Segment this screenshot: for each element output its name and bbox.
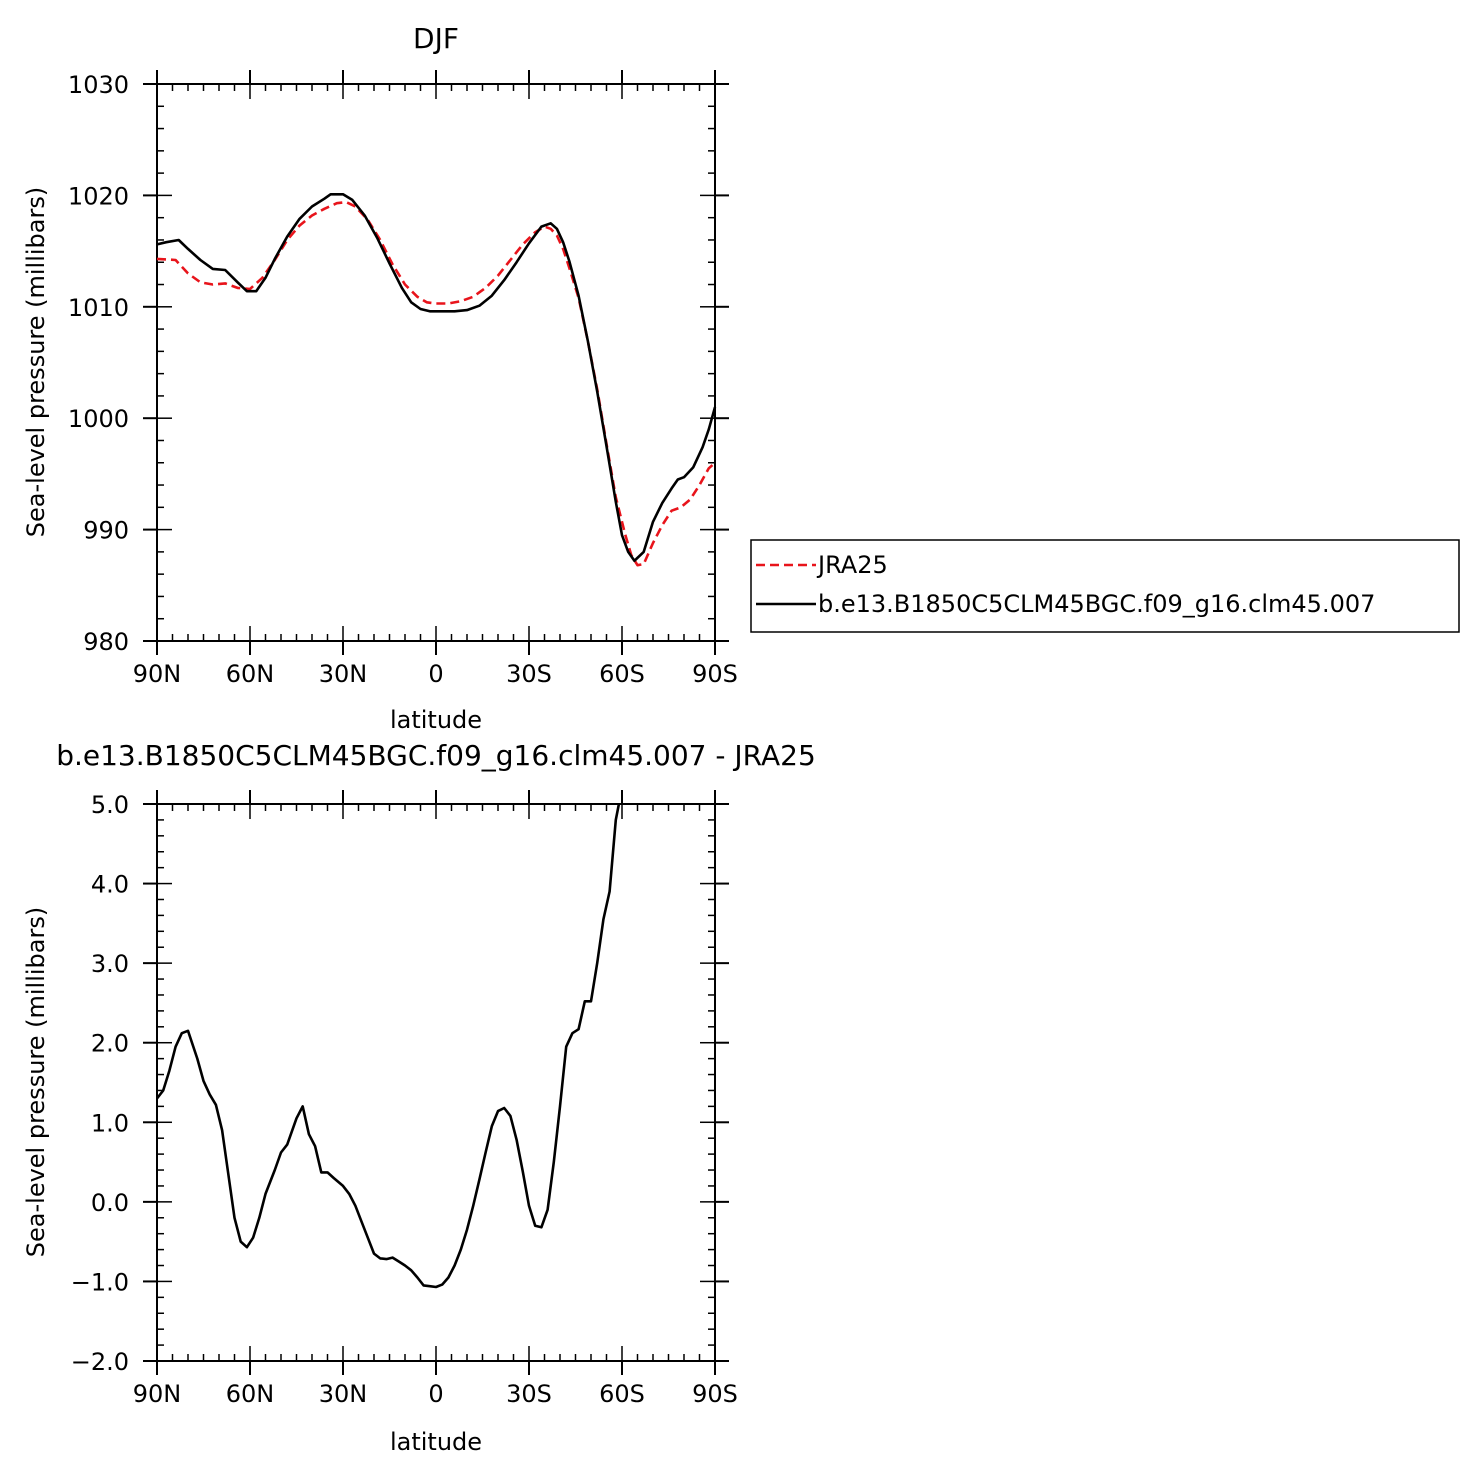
bottom-plot-area: 90N 60N 30N 0 30S 60S 90S −2.0 −1.0 0.0 1.0 2.0 3.0 4… xyxy=(71,790,738,1408)
bottom-chart-title: b.e13.B1850C5CLM45BGC.f09_g16.clm45.007 … xyxy=(56,739,816,772)
bottom-y-tick-label: 0.0 xyxy=(91,1189,129,1217)
bottom-x-tick-label: 30S xyxy=(506,1380,552,1408)
bottom-y-tick-label: 1.0 xyxy=(91,1109,129,1137)
bottom-x-tick-label: 90N xyxy=(133,1380,182,1408)
bottom-series-line-0 xyxy=(155,803,621,1289)
bottom-y-tick-label: 3.0 xyxy=(91,950,129,978)
bottom-x-tick-label: 0 xyxy=(428,1380,443,1408)
top-y-axis-title: Sea-level pressure (millibars) xyxy=(22,187,50,537)
top-x-axis-title: latitude xyxy=(390,706,482,734)
bottom-x-axis-title: latitude xyxy=(390,1428,482,1456)
bottom-y-tick-label: 5.0 xyxy=(91,791,129,819)
legend-label-jra25: JRA25 xyxy=(816,551,888,579)
top-y-tick-label: 1010 xyxy=(68,294,129,322)
top-x-tick-label: 0 xyxy=(428,660,443,688)
bottom-y-tick-label: −1.0 xyxy=(71,1268,129,1296)
top-x-tick-label: 30S xyxy=(506,660,552,688)
bottom-plot-border xyxy=(156,803,716,1362)
bottom-x-tick-label: 60S xyxy=(599,1380,645,1408)
bottom-y-axis-title: Sea-level pressure (millibars) xyxy=(22,907,50,1257)
legend-box xyxy=(750,539,1460,633)
top-x-tick-label: 90N xyxy=(133,660,182,688)
top-x-tick-label: 60S xyxy=(599,660,645,688)
top-y-tick-label: 980 xyxy=(83,628,129,656)
top-chart: DJF 90N 60N 30N 0 30S 60S 90S 980 990 1000 1010 102… xyxy=(22,22,738,734)
top-plot-area: 90N 60N 30N 0 30S 60S 90S 980 990 1000 1010 1020 103… xyxy=(68,70,738,688)
bottom-y-tick-label: −2.0 xyxy=(71,1348,129,1376)
top-series-b-e13-b1850c5clm45bgc-f09-g16-clm45-007 xyxy=(156,193,717,563)
legend: JRA25 b.e13.B1850C5CLM45BGC.f09_g16.clm4… xyxy=(750,539,1460,633)
top-y-tick-label: 990 xyxy=(83,517,129,545)
top-y-tick-label: 1020 xyxy=(68,182,129,210)
bottom-x-tick-label: 90S xyxy=(692,1380,738,1408)
top-x-tick-label: 60N xyxy=(226,660,275,688)
legend-label-model: b.e13.B1850C5CLM45BGC.f09_g16.clm45.007 xyxy=(818,590,1375,618)
top-chart-title: DJF xyxy=(413,22,459,55)
top-y-tick-label: 1030 xyxy=(68,71,129,99)
top-x-tick-label: 30N xyxy=(319,660,368,688)
bottom-chart: b.e13.B1850C5CLM45BGC.f09_g16.clm45.007 … xyxy=(22,739,816,1456)
top-x-tick-label: 90S xyxy=(692,660,738,688)
top-y-tick-label: 1000 xyxy=(68,405,129,433)
bottom-x-tick-label: 30N xyxy=(319,1380,368,1408)
bottom-y-tick-label: 4.0 xyxy=(91,871,129,899)
bottom-y-tick-label: 2.0 xyxy=(91,1030,129,1058)
bottom-x-tick-label: 60N xyxy=(226,1380,275,1408)
top-series-jra25 xyxy=(156,200,716,567)
